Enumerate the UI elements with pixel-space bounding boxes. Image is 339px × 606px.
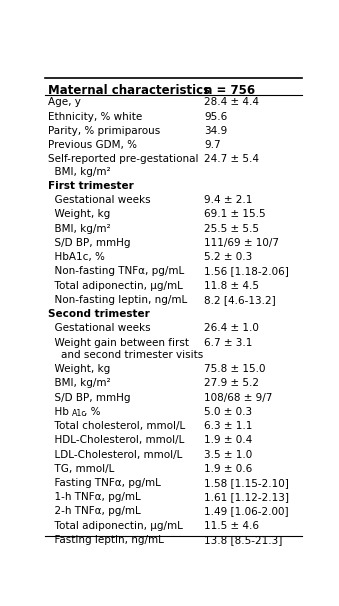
Text: HbA1c, %: HbA1c, % <box>47 252 104 262</box>
Text: 6.7 ± 3.1: 6.7 ± 3.1 <box>204 338 252 347</box>
Text: Age, y: Age, y <box>47 98 80 107</box>
Text: 69.1 ± 15.5: 69.1 ± 15.5 <box>204 210 265 219</box>
Text: 1.61 [1.12-2.13]: 1.61 [1.12-2.13] <box>204 492 289 502</box>
Text: 11.8 ± 4.5: 11.8 ± 4.5 <box>204 281 259 291</box>
Text: Ethnicity, % white: Ethnicity, % white <box>47 112 142 122</box>
Text: Gestational weeks: Gestational weeks <box>47 323 150 333</box>
Text: Hb: Hb <box>47 407 68 417</box>
Text: S/D BP, mmHg: S/D BP, mmHg <box>47 238 130 248</box>
Text: 1.9 ± 0.6: 1.9 ± 0.6 <box>204 464 252 474</box>
Text: Second trimester: Second trimester <box>47 309 149 319</box>
Text: 8.2 [4.6-13.2]: 8.2 [4.6-13.2] <box>204 295 276 305</box>
Text: 28.4 ± 4.4: 28.4 ± 4.4 <box>204 98 259 107</box>
Text: 5.0 ± 0.3: 5.0 ± 0.3 <box>204 407 252 417</box>
Text: Maternal characteristics: Maternal characteristics <box>47 84 210 97</box>
Text: 27.9 ± 5.2: 27.9 ± 5.2 <box>204 378 259 388</box>
Text: Total adiponectin, μg/mL: Total adiponectin, μg/mL <box>47 281 182 291</box>
Text: 1-h TNFα, pg/mL: 1-h TNFα, pg/mL <box>47 492 140 502</box>
Text: Weight, kg: Weight, kg <box>47 364 110 374</box>
Text: 1.56 [1.18-2.06]: 1.56 [1.18-2.06] <box>204 267 289 276</box>
Text: 3.5 ± 1.0: 3.5 ± 1.0 <box>204 450 252 459</box>
Text: n = 756: n = 756 <box>204 84 255 97</box>
Text: Total adiponectin, μg/mL: Total adiponectin, μg/mL <box>47 521 182 531</box>
Text: Previous GDM, %: Previous GDM, % <box>47 140 137 150</box>
Text: LDL-Cholesterol, mmol/L: LDL-Cholesterol, mmol/L <box>47 450 182 459</box>
Text: BMI, kg/m²: BMI, kg/m² <box>47 224 110 234</box>
Text: Fasting leptin, ng/mL: Fasting leptin, ng/mL <box>47 535 163 545</box>
Text: Non-fasting leptin, ng/mL: Non-fasting leptin, ng/mL <box>47 295 187 305</box>
Text: 95.6: 95.6 <box>204 112 227 122</box>
Text: 6.3 ± 1.1: 6.3 ± 1.1 <box>204 421 252 431</box>
Text: S/D BP, mmHg: S/D BP, mmHg <box>47 393 130 402</box>
Text: 34.9: 34.9 <box>204 126 227 136</box>
Text: 9.7: 9.7 <box>204 140 221 150</box>
Text: Weight, kg: Weight, kg <box>47 210 110 219</box>
Text: First trimester: First trimester <box>47 181 133 191</box>
Text: TG, mmol/L: TG, mmol/L <box>47 464 114 474</box>
Text: 108/68 ± 9/7: 108/68 ± 9/7 <box>204 393 272 402</box>
Text: 11.5 ± 4.6: 11.5 ± 4.6 <box>204 521 259 531</box>
Text: 1.58 [1.15-2.10]: 1.58 [1.15-2.10] <box>204 478 289 488</box>
Text: 75.8 ± 15.0: 75.8 ± 15.0 <box>204 364 265 374</box>
Text: 13.8 [8.5-21.3]: 13.8 [8.5-21.3] <box>204 535 282 545</box>
Text: Weight gain between first
    and second trimester visits: Weight gain between first and second tri… <box>47 338 203 361</box>
Text: BMI, kg/m²: BMI, kg/m² <box>47 378 110 388</box>
Text: 5.2 ± 0.3: 5.2 ± 0.3 <box>204 252 252 262</box>
Text: Gestational weeks: Gestational weeks <box>47 195 150 205</box>
Text: 26.4 ± 1.0: 26.4 ± 1.0 <box>204 323 259 333</box>
Text: 1.9 ± 0.4: 1.9 ± 0.4 <box>204 435 252 445</box>
Text: 25.5 ± 5.5: 25.5 ± 5.5 <box>204 224 259 234</box>
Text: A1c: A1c <box>72 409 86 418</box>
Text: HDL-Cholesterol, mmol/L: HDL-Cholesterol, mmol/L <box>47 435 184 445</box>
Text: Fasting TNFα, pg/mL: Fasting TNFα, pg/mL <box>47 478 160 488</box>
Text: , %: , % <box>84 407 100 417</box>
Text: Non-fasting TNFα, pg/mL: Non-fasting TNFα, pg/mL <box>47 267 184 276</box>
Text: Total cholesterol, mmol/L: Total cholesterol, mmol/L <box>47 421 185 431</box>
Text: 24.7 ± 5.4: 24.7 ± 5.4 <box>204 155 259 164</box>
Text: Parity, % primiparous: Parity, % primiparous <box>47 126 160 136</box>
Text: 1.49 [1.06-2.00]: 1.49 [1.06-2.00] <box>204 507 288 516</box>
Text: Self-reported pre-gestational
  BMI, kg/m²: Self-reported pre-gestational BMI, kg/m² <box>47 155 198 177</box>
Text: 9.4 ± 2.1: 9.4 ± 2.1 <box>204 195 252 205</box>
Text: 2-h TNFα, pg/mL: 2-h TNFα, pg/mL <box>47 507 140 516</box>
Text: 111/69 ± 10/7: 111/69 ± 10/7 <box>204 238 279 248</box>
